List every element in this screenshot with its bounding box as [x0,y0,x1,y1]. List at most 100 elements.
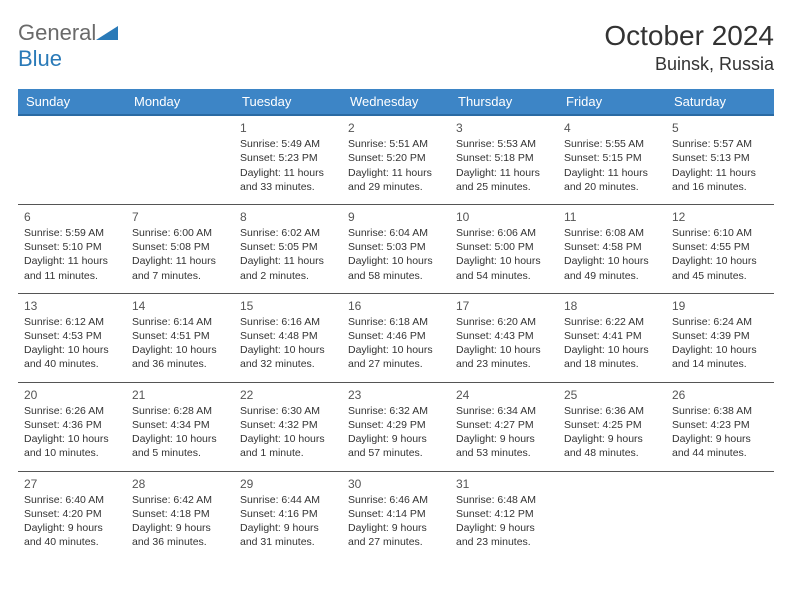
logo-text-blue: Blue [18,46,62,71]
logo-triangle-icon [96,20,118,38]
calendar-day-cell: 30Sunrise: 6:46 AMSunset: 4:14 PMDayligh… [342,471,450,559]
day-number: 29 [240,476,336,492]
day-number: 30 [348,476,444,492]
day-number: 4 [564,120,660,136]
day-number: 26 [672,387,768,403]
calendar-day-cell: 31Sunrise: 6:48 AMSunset: 4:12 PMDayligh… [450,471,558,559]
calendar-day-cell: 22Sunrise: 6:30 AMSunset: 4:32 PMDayligh… [234,382,342,471]
calendar-day-cell: 29Sunrise: 6:44 AMSunset: 4:16 PMDayligh… [234,471,342,559]
month-title: October 2024 [604,20,774,52]
weekday-header: Friday [558,89,666,115]
calendar-head: SundayMondayTuesdayWednesdayThursdayFrid… [18,89,774,115]
calendar-day-cell: 5Sunrise: 5:57 AMSunset: 5:13 PMDaylight… [666,115,774,204]
day-details: Sunrise: 6:36 AMSunset: 4:25 PMDaylight:… [564,404,660,461]
calendar-day-cell: 25Sunrise: 6:36 AMSunset: 4:25 PMDayligh… [558,382,666,471]
day-number: 16 [348,298,444,314]
calendar-day-cell: 6Sunrise: 5:59 AMSunset: 5:10 PMDaylight… [18,204,126,293]
calendar-day-cell: 20Sunrise: 6:26 AMSunset: 4:36 PMDayligh… [18,382,126,471]
weekday-header: Monday [126,89,234,115]
day-details: Sunrise: 6:40 AMSunset: 4:20 PMDaylight:… [24,493,120,550]
day-number: 22 [240,387,336,403]
calendar-table: SundayMondayTuesdayWednesdayThursdayFrid… [18,89,774,559]
day-details: Sunrise: 6:46 AMSunset: 4:14 PMDaylight:… [348,493,444,550]
logo-text-general: General [18,20,96,45]
day-details: Sunrise: 6:34 AMSunset: 4:27 PMDaylight:… [456,404,552,461]
day-number: 8 [240,209,336,225]
day-details: Sunrise: 6:30 AMSunset: 4:32 PMDaylight:… [240,404,336,461]
calendar-day-cell: 18Sunrise: 6:22 AMSunset: 4:41 PMDayligh… [558,293,666,382]
calendar-day-cell: 16Sunrise: 6:18 AMSunset: 4:46 PMDayligh… [342,293,450,382]
day-details: Sunrise: 6:44 AMSunset: 4:16 PMDaylight:… [240,493,336,550]
logo-text: GeneralBlue [18,20,118,72]
day-details: Sunrise: 6:26 AMSunset: 4:36 PMDaylight:… [24,404,120,461]
weekday-header: Saturday [666,89,774,115]
day-number: 10 [456,209,552,225]
calendar-week-row: 13Sunrise: 6:12 AMSunset: 4:53 PMDayligh… [18,293,774,382]
calendar-day-cell: 28Sunrise: 6:42 AMSunset: 4:18 PMDayligh… [126,471,234,559]
calendar-day-cell: 2Sunrise: 5:51 AMSunset: 5:20 PMDaylight… [342,115,450,204]
day-details: Sunrise: 6:16 AMSunset: 4:48 PMDaylight:… [240,315,336,372]
day-details: Sunrise: 5:53 AMSunset: 5:18 PMDaylight:… [456,137,552,194]
calendar-week-row: 1Sunrise: 5:49 AMSunset: 5:23 PMDaylight… [18,115,774,204]
calendar-empty-cell [666,471,774,559]
day-details: Sunrise: 6:14 AMSunset: 4:51 PMDaylight:… [132,315,228,372]
calendar-day-cell: 24Sunrise: 6:34 AMSunset: 4:27 PMDayligh… [450,382,558,471]
day-number: 23 [348,387,444,403]
calendar-day-cell: 23Sunrise: 6:32 AMSunset: 4:29 PMDayligh… [342,382,450,471]
calendar-week-row: 6Sunrise: 5:59 AMSunset: 5:10 PMDaylight… [18,204,774,293]
calendar-day-cell: 3Sunrise: 5:53 AMSunset: 5:18 PMDaylight… [450,115,558,204]
day-number: 11 [564,209,660,225]
day-details: Sunrise: 6:48 AMSunset: 4:12 PMDaylight:… [456,493,552,550]
header: GeneralBlue October 2024 Buinsk, Russia [18,20,774,75]
day-details: Sunrise: 6:12 AMSunset: 4:53 PMDaylight:… [24,315,120,372]
day-number: 9 [348,209,444,225]
title-block: October 2024 Buinsk, Russia [604,20,774,75]
calendar-empty-cell [18,115,126,204]
weekday-header: Tuesday [234,89,342,115]
day-details: Sunrise: 6:22 AMSunset: 4:41 PMDaylight:… [564,315,660,372]
calendar-day-cell: 12Sunrise: 6:10 AMSunset: 4:55 PMDayligh… [666,204,774,293]
day-number: 13 [24,298,120,314]
day-details: Sunrise: 6:00 AMSunset: 5:08 PMDaylight:… [132,226,228,283]
logo: GeneralBlue [18,20,118,72]
calendar-day-cell: 15Sunrise: 6:16 AMSunset: 4:48 PMDayligh… [234,293,342,382]
weekday-header: Sunday [18,89,126,115]
day-number: 27 [24,476,120,492]
day-details: Sunrise: 6:24 AMSunset: 4:39 PMDaylight:… [672,315,768,372]
weekday-header: Wednesday [342,89,450,115]
day-number: 31 [456,476,552,492]
day-details: Sunrise: 6:32 AMSunset: 4:29 PMDaylight:… [348,404,444,461]
day-number: 12 [672,209,768,225]
day-details: Sunrise: 5:55 AMSunset: 5:15 PMDaylight:… [564,137,660,194]
day-details: Sunrise: 6:08 AMSunset: 4:58 PMDaylight:… [564,226,660,283]
day-number: 1 [240,120,336,136]
day-number: 3 [456,120,552,136]
day-details: Sunrise: 6:28 AMSunset: 4:34 PMDaylight:… [132,404,228,461]
day-number: 7 [132,209,228,225]
calendar-day-cell: 8Sunrise: 6:02 AMSunset: 5:05 PMDaylight… [234,204,342,293]
calendar-body: 1Sunrise: 5:49 AMSunset: 5:23 PMDaylight… [18,115,774,559]
day-details: Sunrise: 6:10 AMSunset: 4:55 PMDaylight:… [672,226,768,283]
day-details: Sunrise: 5:59 AMSunset: 5:10 PMDaylight:… [24,226,120,283]
day-details: Sunrise: 6:06 AMSunset: 5:00 PMDaylight:… [456,226,552,283]
weekday-header: Thursday [450,89,558,115]
day-details: Sunrise: 6:04 AMSunset: 5:03 PMDaylight:… [348,226,444,283]
day-details: Sunrise: 6:18 AMSunset: 4:46 PMDaylight:… [348,315,444,372]
calendar-day-cell: 9Sunrise: 6:04 AMSunset: 5:03 PMDaylight… [342,204,450,293]
day-number: 14 [132,298,228,314]
calendar-day-cell: 4Sunrise: 5:55 AMSunset: 5:15 PMDaylight… [558,115,666,204]
day-number: 28 [132,476,228,492]
day-number: 20 [24,387,120,403]
calendar-day-cell: 27Sunrise: 6:40 AMSunset: 4:20 PMDayligh… [18,471,126,559]
day-number: 19 [672,298,768,314]
location: Buinsk, Russia [604,54,774,75]
day-number: 24 [456,387,552,403]
day-number: 25 [564,387,660,403]
calendar-empty-cell [558,471,666,559]
calendar-day-cell: 17Sunrise: 6:20 AMSunset: 4:43 PMDayligh… [450,293,558,382]
day-number: 15 [240,298,336,314]
day-details: Sunrise: 6:20 AMSunset: 4:43 PMDaylight:… [456,315,552,372]
day-details: Sunrise: 5:49 AMSunset: 5:23 PMDaylight:… [240,137,336,194]
calendar-day-cell: 26Sunrise: 6:38 AMSunset: 4:23 PMDayligh… [666,382,774,471]
day-number: 5 [672,120,768,136]
